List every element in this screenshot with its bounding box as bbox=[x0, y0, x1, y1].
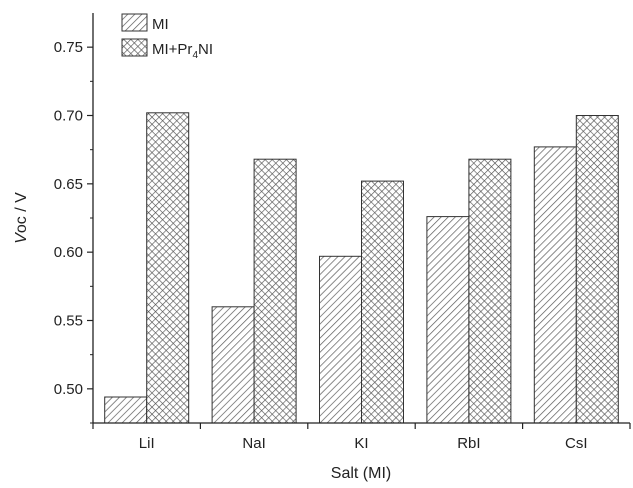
bar-mi-lii bbox=[104, 396, 148, 424]
bar-mi-rbi bbox=[426, 216, 470, 424]
y-axis-title-rest: oc / V bbox=[13, 192, 30, 233]
bars-layer bbox=[104, 112, 619, 424]
x-tick-label-nai: NaI bbox=[242, 435, 265, 452]
legend-label-mi: MI bbox=[152, 16, 169, 33]
x-tick-label-rbi: RbI bbox=[457, 435, 480, 452]
legend-swatch-mi bbox=[121, 13, 148, 32]
legend-label-mi-pr4ni-main: MI+Pr bbox=[152, 41, 192, 58]
bar-mi-csi bbox=[533, 146, 577, 424]
x-tick-label-csi: CsI bbox=[565, 435, 588, 452]
y-ticks: 0.50 0.55 0.60 0.65 0.70 0.75 bbox=[54, 39, 93, 424]
bar-mi-pr4ni-csi bbox=[575, 115, 619, 424]
x-tick-label-lii: LiI bbox=[139, 435, 155, 452]
bar-mi-pr4ni-ki bbox=[361, 180, 404, 424]
legend-label-mi-pr4ni: MI+Pr4NI bbox=[152, 41, 213, 61]
y-tick-label: 0.75 bbox=[54, 39, 83, 56]
y-axis-title: Voc / V bbox=[13, 192, 30, 244]
y-tick-label: 0.50 bbox=[54, 381, 83, 398]
legend: MI MI+Pr4NI bbox=[121, 13, 213, 61]
x-ticks: LiI NaI KI RbI CsI bbox=[92, 423, 631, 452]
bar-mi-pr4ni-rbi bbox=[468, 158, 512, 424]
legend-swatch-mi-pr4ni bbox=[121, 38, 148, 57]
x-tick-label-ki: KI bbox=[354, 435, 368, 452]
y-tick-label: 0.60 bbox=[54, 244, 83, 261]
bar-mi-ki bbox=[319, 255, 362, 424]
bar-mi-nai bbox=[211, 306, 255, 424]
legend-label-mi-pr4ni-suffix: NI bbox=[198, 41, 213, 58]
x-axis-title: Salt (MI) bbox=[331, 465, 391, 482]
y-axis-title-italic: V bbox=[13, 232, 30, 244]
legend-label-mi-pr4ni-sub: 4 bbox=[192, 50, 198, 61]
y-tick-label: 0.65 bbox=[54, 176, 83, 193]
y-tick-label: 0.55 bbox=[54, 313, 83, 330]
y-tick-label: 0.70 bbox=[54, 108, 83, 125]
bar-mi-pr4ni-lii bbox=[146, 112, 190, 424]
bar-mi-pr4ni-nai bbox=[253, 158, 297, 424]
